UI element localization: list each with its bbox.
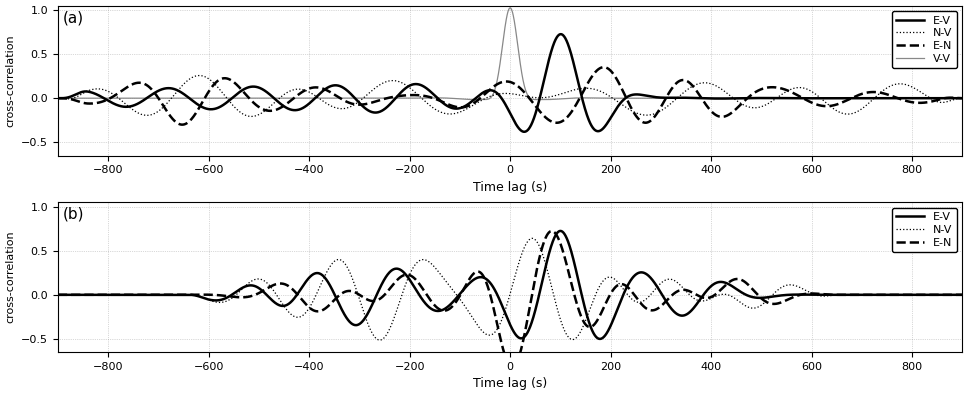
N-V	[194, 73, 205, 78]
E-V	[555, 32, 566, 36]
E-N	[52, 96, 64, 101]
Line: V-V: V-V	[58, 8, 962, 100]
N-V	[956, 96, 968, 101]
V-V	[504, 6, 516, 10]
Legend: E-V, N-V, E-N, V-V: E-V, N-V, E-N, V-V	[892, 11, 957, 69]
N-V	[616, 102, 627, 107]
V-V	[52, 96, 64, 101]
E-N	[956, 96, 968, 101]
E-V	[616, 100, 627, 105]
X-axis label: Time lag (s): Time lag (s)	[473, 377, 547, 390]
N-V	[871, 93, 883, 98]
N-V	[956, 96, 968, 101]
Line: E-N: E-N	[58, 67, 962, 125]
V-V	[246, 96, 257, 101]
N-V	[246, 114, 257, 119]
V-V	[871, 96, 883, 101]
X-axis label: Time lag (s): Time lag (s)	[473, 181, 547, 194]
Line: N-V: N-V	[58, 76, 962, 116]
Text: (a): (a)	[62, 10, 83, 25]
E-V	[871, 96, 883, 101]
E-V	[305, 100, 317, 105]
E-N	[616, 85, 627, 90]
E-N	[305, 86, 317, 90]
E-N	[598, 65, 610, 70]
N-V	[305, 91, 317, 95]
Text: (b): (b)	[62, 207, 84, 222]
E-V	[956, 96, 968, 101]
E-V	[52, 96, 64, 101]
E-V	[246, 84, 257, 89]
V-V	[956, 96, 968, 101]
V-V	[478, 97, 490, 102]
E-V	[956, 96, 968, 101]
V-V	[616, 96, 627, 101]
Legend: E-V, N-V, E-N: E-V, N-V, E-N	[892, 208, 957, 252]
E-V	[599, 124, 611, 128]
E-V	[519, 129, 530, 134]
E-N	[599, 65, 611, 70]
V-V	[599, 96, 611, 101]
Y-axis label: cross-correlation: cross-correlation	[6, 231, 15, 324]
V-V	[956, 96, 968, 101]
E-N	[956, 96, 968, 101]
N-V	[246, 114, 257, 119]
Line: E-V: E-V	[58, 34, 962, 132]
E-N	[176, 122, 188, 127]
N-V	[599, 91, 611, 96]
Y-axis label: cross-correlation: cross-correlation	[6, 34, 15, 127]
V-V	[305, 96, 317, 101]
N-V	[52, 96, 64, 101]
E-N	[246, 99, 257, 103]
E-N	[871, 90, 883, 95]
